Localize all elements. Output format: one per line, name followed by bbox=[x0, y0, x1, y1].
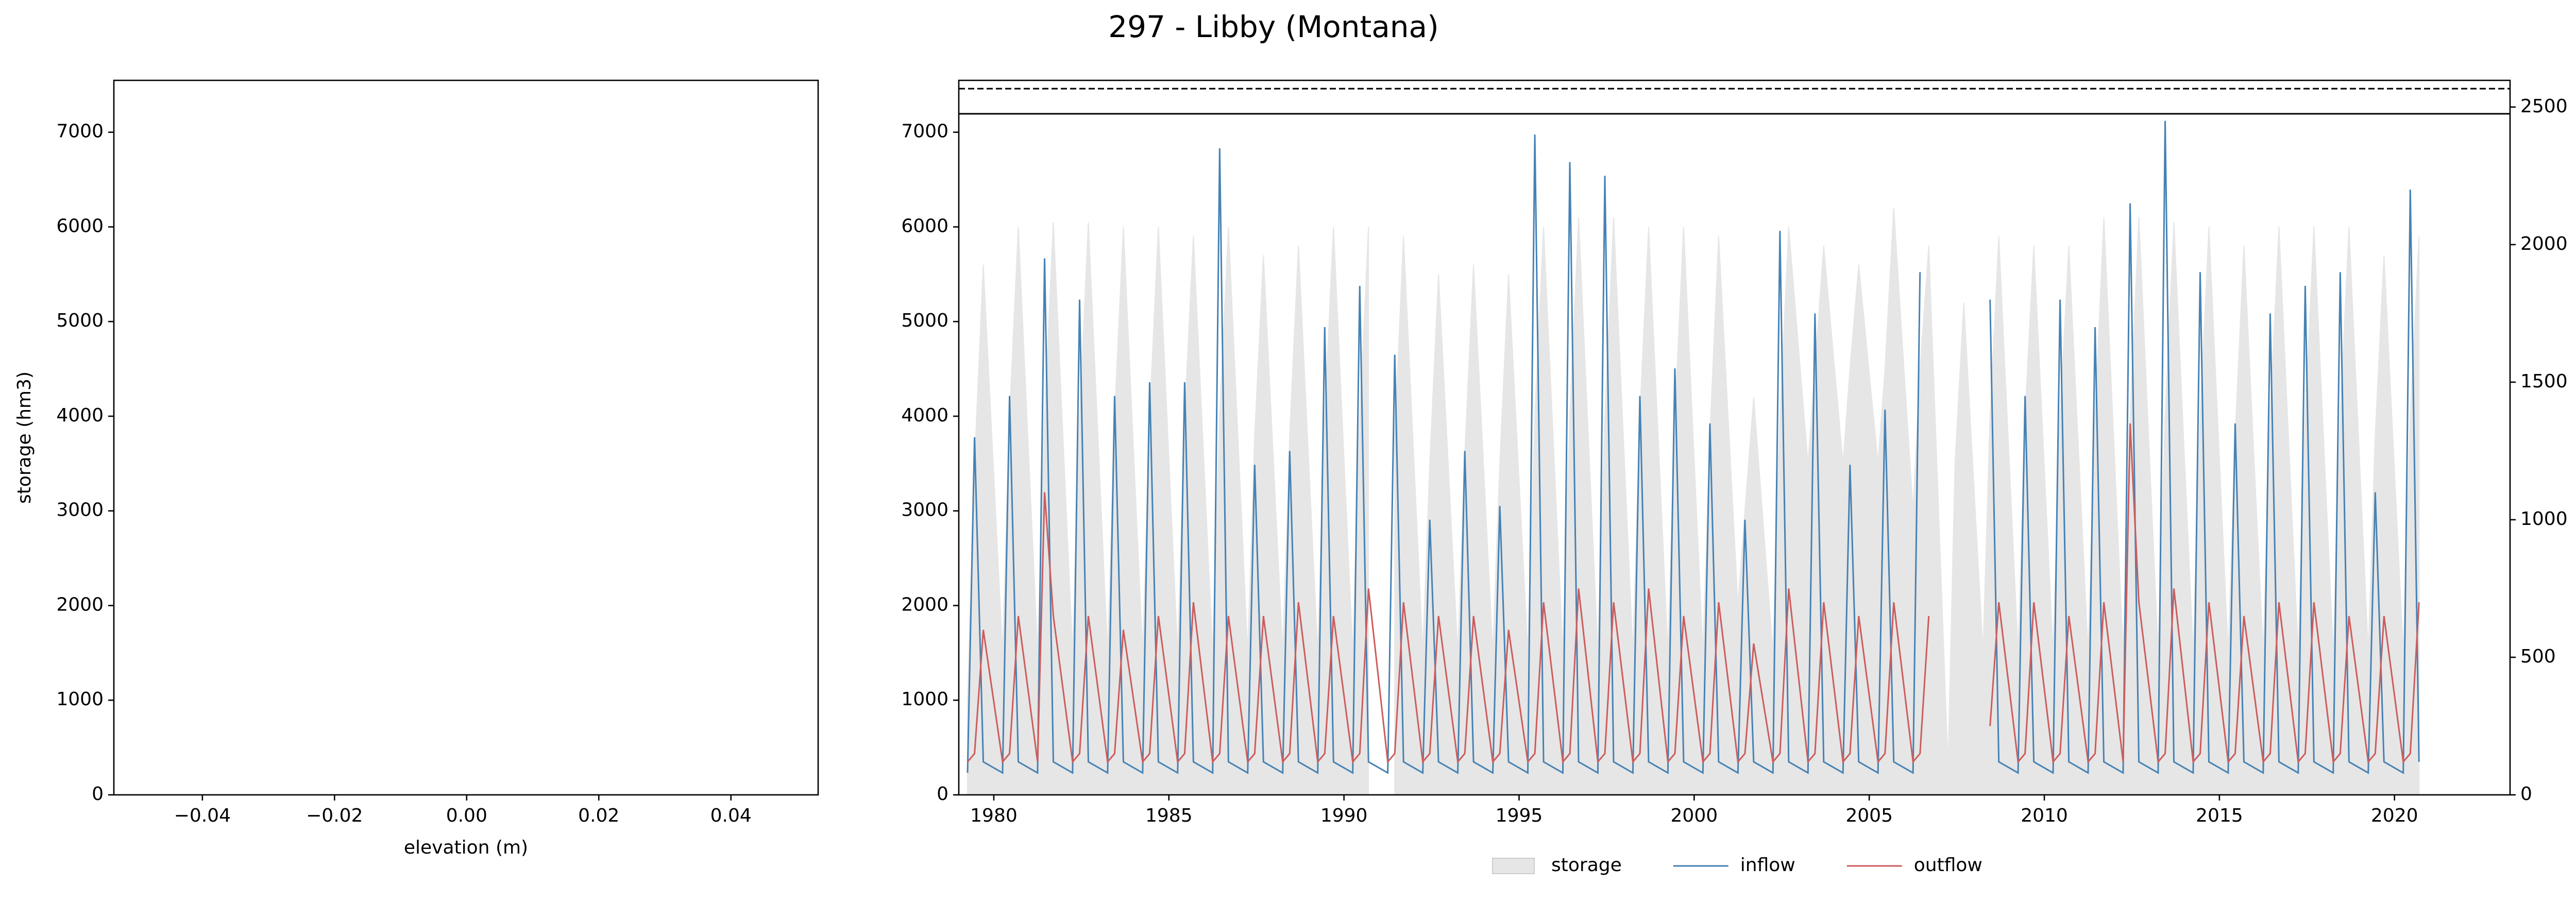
y2-tick-label: 1500 bbox=[2520, 371, 2568, 392]
x-tick-label: 2005 bbox=[1845, 805, 1893, 826]
x-tick-label: 0.04 bbox=[710, 805, 752, 826]
x-tick-label: 2020 bbox=[2371, 805, 2418, 826]
axes-frame bbox=[113, 79, 819, 796]
y-tick-label: 3000 bbox=[56, 500, 104, 521]
y-tick-label: 4000 bbox=[901, 405, 948, 426]
legend-label: outflow bbox=[1914, 855, 1982, 876]
y2-tick-label: 2500 bbox=[2520, 96, 2568, 117]
y-tick-label: 5000 bbox=[901, 310, 948, 331]
y-tick-label: 7000 bbox=[901, 121, 948, 142]
plot-area bbox=[967, 121, 2420, 795]
y2-tick-label: 500 bbox=[2520, 646, 2556, 667]
y-tick-label: 3000 bbox=[901, 500, 948, 521]
y-tick-label: 2000 bbox=[56, 594, 104, 615]
y-tick-label: 1000 bbox=[901, 689, 948, 710]
y-tick-label: 6000 bbox=[56, 215, 104, 236]
y-tick-label: 7000 bbox=[56, 121, 104, 142]
x-tick-label: 1995 bbox=[1496, 805, 1543, 826]
x-tick-label: 1985 bbox=[1145, 805, 1193, 826]
y2-tick-label: 0 bbox=[2520, 784, 2532, 805]
y-axis-label: storage (hm3) bbox=[14, 371, 35, 504]
x-tick-label: 1980 bbox=[970, 805, 1018, 826]
x-tick-label: −0.04 bbox=[174, 805, 231, 826]
x-tick-label: 2010 bbox=[2021, 805, 2068, 826]
y2-tick-label: 2000 bbox=[2520, 233, 2568, 254]
y2-tick-label: 1000 bbox=[2520, 508, 2568, 530]
y-tick-label: 5000 bbox=[56, 310, 104, 331]
legend-label: storage bbox=[1551, 855, 1622, 876]
figure-title: 297 - Libby (Montana) bbox=[1108, 9, 1438, 44]
y-tick-label: 0 bbox=[92, 784, 104, 805]
legend-swatch bbox=[1492, 858, 1535, 874]
y-tick-label: 0 bbox=[937, 784, 948, 805]
x-tick-label: 2015 bbox=[2196, 805, 2243, 826]
x-tick-label: 1990 bbox=[1320, 805, 1368, 826]
y-tick-label: 1000 bbox=[56, 689, 104, 710]
legend-label: inflow bbox=[1740, 855, 1795, 876]
x-tick-label: −0.02 bbox=[306, 805, 363, 826]
outflow-line bbox=[967, 423, 2420, 764]
y-tick-label: 4000 bbox=[56, 405, 104, 426]
y-tick-label: 6000 bbox=[901, 215, 948, 236]
x-tick-label: 2000 bbox=[1671, 805, 1718, 826]
x-axis-label: elevation (m) bbox=[404, 837, 528, 858]
y-tick-label: 2000 bbox=[901, 594, 948, 615]
x-tick-label: 0.02 bbox=[578, 805, 619, 826]
x-tick-label: 0.00 bbox=[446, 805, 487, 826]
inflow-line bbox=[967, 121, 2420, 774]
axes-frame bbox=[958, 79, 2511, 796]
